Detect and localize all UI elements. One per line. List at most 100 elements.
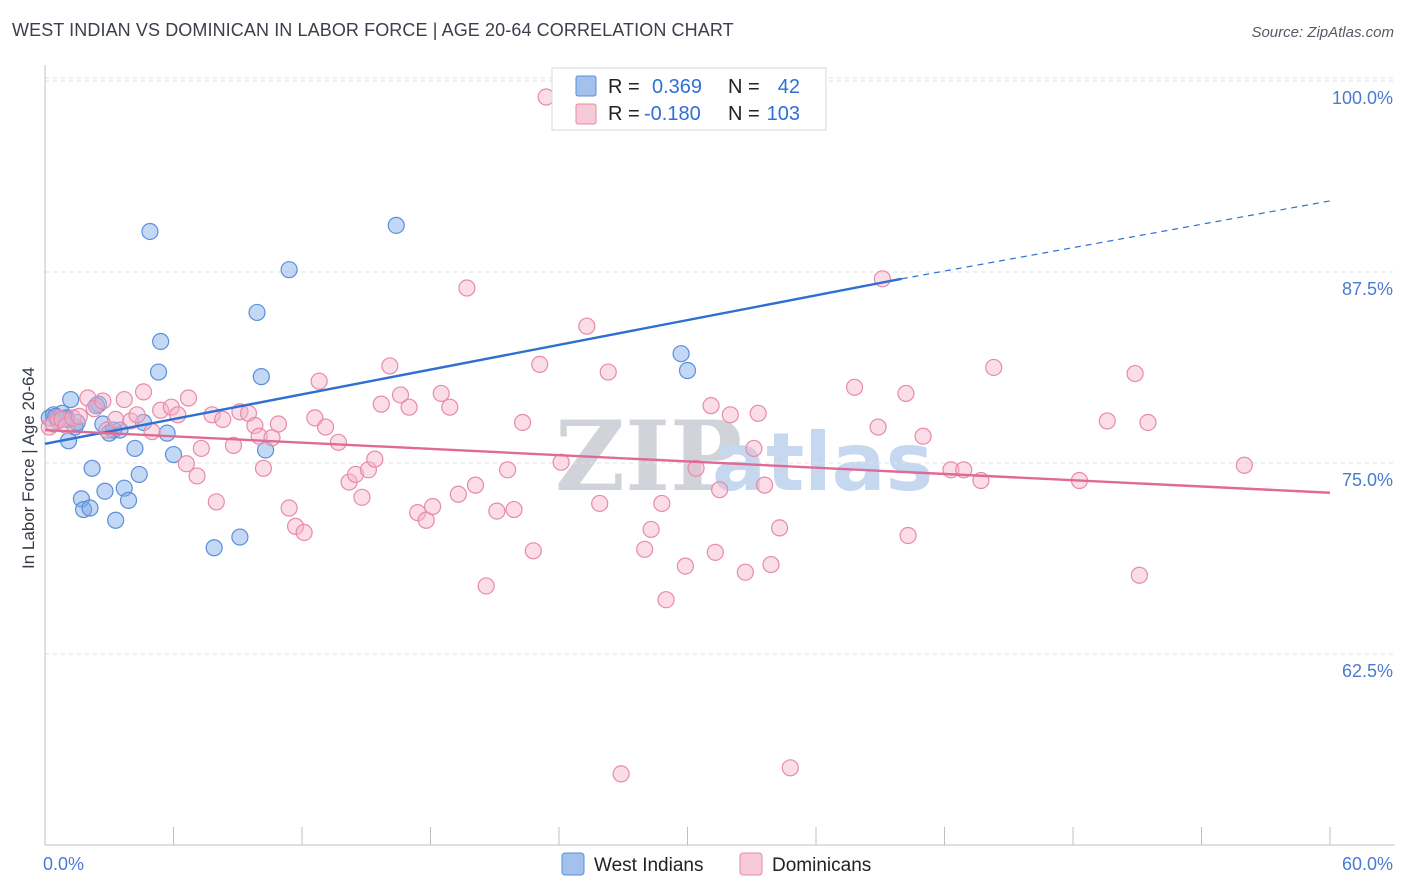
data-point	[1139, 413, 1157, 432]
data-point	[1126, 364, 1144, 383]
legend-r-label: R =	[608, 103, 640, 125]
data-point	[286, 517, 305, 535]
correlation-legend: R = 0.369 N = 42 R = -0.180 N = 103	[551, 67, 827, 131]
data-point	[280, 261, 298, 279]
data-point	[177, 455, 195, 473]
legend-swatch-dominicans	[575, 103, 597, 125]
bottom-legend-swatch-dominicans	[739, 852, 763, 876]
bottom-legend-swatch-west-indians	[561, 852, 585, 876]
legend-n-label: N =	[728, 103, 760, 125]
data-point	[96, 482, 114, 500]
data-point	[745, 439, 763, 458]
data-point	[531, 355, 549, 373]
data-point	[57, 410, 76, 429]
bottom-legend-dominicans: Dominicans	[772, 855, 871, 876]
gridlines	[45, 77, 1395, 655]
data-point	[672, 345, 690, 363]
data-point	[128, 406, 146, 424]
x-tick-label: 60.0%	[1342, 854, 1393, 874]
legend-n-label: N =	[728, 76, 760, 98]
data-point	[749, 404, 767, 422]
y-tick-label: 87.5%	[1342, 279, 1393, 299]
data-point	[524, 542, 542, 560]
data-point	[1130, 566, 1148, 584]
data-point	[164, 445, 183, 464]
data-point	[653, 494, 671, 513]
data-point	[477, 577, 495, 595]
source-label: Source: ZipAtlas.com	[1251, 24, 1394, 41]
data-point	[505, 500, 523, 519]
data-point	[83, 459, 101, 477]
data-point	[914, 427, 932, 445]
y-tick-label: 62.5%	[1342, 661, 1393, 681]
legend-n-value-dominicans: 103	[767, 103, 800, 125]
data-point	[107, 511, 125, 529]
trend-lines	[44, 200, 1331, 494]
data-point	[366, 450, 384, 468]
data-point	[70, 407, 88, 425]
trend-line-extrapolated	[901, 200, 1331, 280]
series-legend: West Indians Dominicans	[561, 852, 871, 876]
data-point	[432, 384, 450, 403]
data-point	[353, 488, 371, 506]
data-point	[149, 363, 168, 381]
data-point	[74, 500, 93, 519]
legend-r-label: R =	[608, 76, 640, 98]
data-point	[657, 591, 675, 609]
data-point	[72, 490, 91, 508]
data-point	[417, 511, 435, 529]
data-point	[441, 398, 459, 416]
data-point	[449, 485, 467, 503]
data-point	[706, 543, 724, 561]
data-point	[391, 386, 410, 404]
data-point	[458, 279, 476, 297]
data-point	[702, 397, 720, 415]
chart-title: WEST INDIAN VS DOMINICAN IN LABOR FORCE …	[12, 20, 734, 40]
data-point	[678, 361, 697, 380]
data-point	[1235, 456, 1253, 474]
data-point	[687, 459, 705, 477]
data-point	[488, 502, 506, 520]
data-point	[770, 519, 789, 537]
data-point	[152, 332, 170, 351]
data-point	[400, 398, 418, 416]
data-point	[869, 418, 887, 436]
data-point	[192, 439, 210, 458]
data-point	[188, 467, 206, 485]
data-point	[424, 497, 442, 516]
legend-n-value-west-indians: 42	[778, 76, 800, 98]
data-point	[252, 368, 270, 386]
data-point	[316, 418, 335, 436]
data-point	[81, 499, 99, 517]
axes: 62.5% 75.0% 87.5% 100.0% 0.0% 60.0%	[43, 65, 1395, 874]
data-point	[62, 390, 80, 409]
data-point	[107, 410, 125, 429]
data-point	[224, 436, 243, 454]
data-point	[359, 461, 377, 479]
y-axis-title: In Labor Force | Age 20-64	[19, 367, 38, 569]
data-point	[642, 520, 660, 539]
x-tick-label: 0.0%	[43, 854, 84, 874]
data-point	[762, 555, 780, 574]
data-point	[269, 415, 288, 433]
legend-swatch-west-indians	[575, 75, 597, 97]
data-point	[676, 557, 694, 575]
data-point	[499, 461, 517, 479]
data-point	[466, 476, 485, 494]
data-point	[372, 395, 390, 413]
data-point	[310, 372, 328, 390]
trend-line	[44, 277, 902, 446]
data-point	[94, 392, 112, 410]
data-point	[246, 416, 264, 435]
trend-line	[44, 428, 1331, 494]
data-point	[897, 384, 915, 403]
data-point	[248, 303, 266, 322]
data-point	[214, 410, 232, 429]
data-point	[126, 439, 144, 458]
legend-box	[551, 67, 827, 131]
data-point	[711, 481, 729, 499]
data-point	[295, 523, 313, 542]
data-point	[899, 526, 917, 545]
data-point	[346, 465, 365, 484]
